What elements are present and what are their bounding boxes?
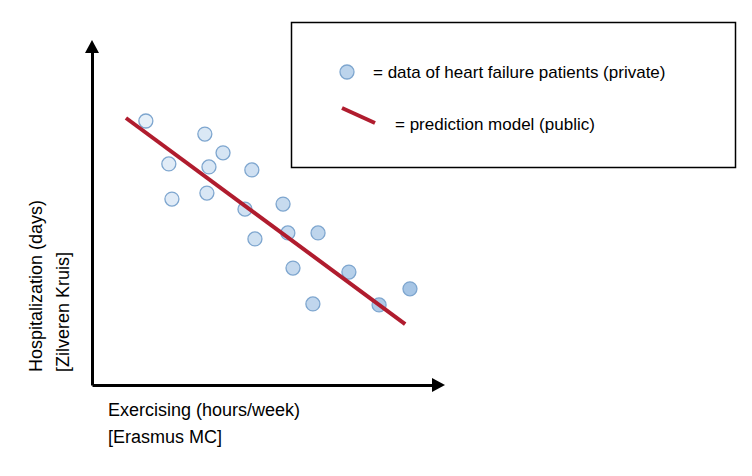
data-point	[403, 282, 417, 296]
legend: = data of heart failure patients (privat…	[292, 23, 736, 168]
y-axis-title: Hospitalization (days)	[26, 200, 46, 372]
x-axis-title-line: [Erasmus MC]	[108, 427, 222, 447]
legend-box	[292, 23, 736, 168]
legend-label: = data of heart failure patients (privat…	[373, 63, 665, 82]
x-axis-line	[93, 384, 436, 387]
data-point	[311, 226, 325, 240]
legend-marker	[340, 65, 354, 79]
y-axis	[92, 51, 93, 386]
data-point	[198, 127, 212, 141]
data-point	[200, 186, 214, 200]
x-axis-title-line: Exercising (hours/week)	[108, 400, 300, 420]
y-axis-line	[91, 51, 94, 386]
data-point	[202, 160, 216, 174]
legend-line	[342, 108, 375, 123]
x-axis-arrow	[432, 378, 445, 392]
data-point	[139, 114, 153, 128]
data-point	[306, 297, 320, 311]
data-point	[276, 197, 290, 211]
data-point	[165, 192, 179, 206]
y-axis-arrow	[85, 40, 99, 53]
data-point	[216, 146, 230, 160]
data-point	[162, 157, 176, 171]
x-axis-title: Exercising (hours/week) [Erasmus MC]	[108, 400, 300, 447]
data-point	[248, 232, 262, 246]
y-axis-title: [Zilveren Kruis]	[53, 252, 73, 372]
data-point	[286, 261, 300, 275]
x-axis	[93, 385, 436, 386]
legend-label: = prediction model (public)	[395, 115, 595, 134]
data-point	[245, 163, 259, 177]
chart: Exercising (hours/week) [Erasmus MC] Hospi…	[0, 0, 752, 476]
